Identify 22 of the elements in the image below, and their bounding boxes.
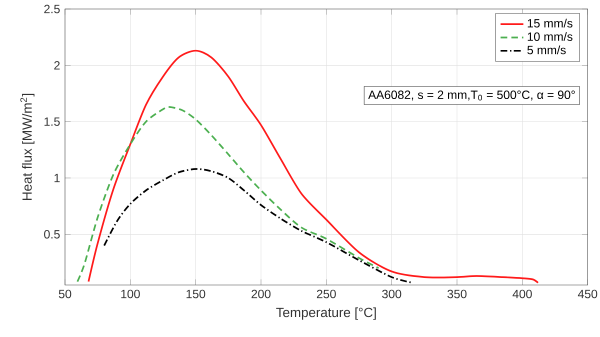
y-tick-label: 1.5	[44, 117, 60, 126]
x-tick-label: 100	[121, 290, 140, 298]
x-tick-label: 50	[58, 290, 72, 298]
line-series	[103, 168, 414, 284]
y-axis-title: Heat flux [MW/m$^{2}$]	[20, 94, 34, 200]
x-tick-label: 200	[252, 290, 271, 298]
legend-label: 5 mm/s	[527, 45, 566, 54]
x-tick-label: 450	[578, 290, 598, 298]
y-tick-label: 2	[54, 61, 60, 70]
line-series	[76, 106, 380, 282]
x-tick-label: 250	[316, 290, 336, 298]
x-tick-label: 150	[186, 290, 206, 298]
x-tick-label: 350	[447, 290, 467, 298]
legend-label: 10 mm/s	[528, 32, 572, 41]
annotation: AA6082, s = 2 mm,T$_{0}$ = 500°C, α = 90°	[368, 90, 575, 100]
x-tick-label: 300	[382, 290, 402, 298]
y-tick-label: 2.5	[44, 4, 60, 14]
y-tick-label: 1	[54, 174, 60, 182]
y-tick-label: 0.5	[44, 230, 60, 239]
legend-label: 15 mm/s	[528, 18, 572, 28]
x-tick-label: 400	[512, 290, 532, 298]
x-axis-title: Temperature [°C]	[276, 307, 376, 320]
